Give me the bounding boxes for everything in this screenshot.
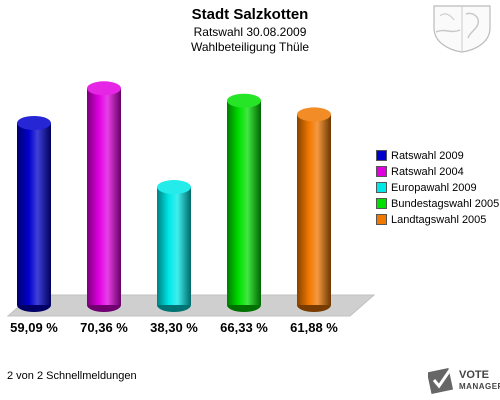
legend-swatch xyxy=(376,166,387,177)
bar-top xyxy=(297,107,331,122)
legend: Ratswahl 2009 Ratswahl 2004 Europawahl 200… xyxy=(376,150,499,230)
bar xyxy=(297,107,331,312)
logo-line-1: VOTE xyxy=(459,369,489,381)
vote-manager-logo-icon xyxy=(428,367,454,395)
legend-label: Bundestagswahl 2005 xyxy=(391,198,500,210)
legend-item: Europawahl 2009 xyxy=(376,182,499,198)
value-label: 59,09 % xyxy=(10,320,58,335)
value-label: 70,36 % xyxy=(80,320,128,335)
bar-body xyxy=(227,100,261,305)
legend-label: Landtagswahl 2005 xyxy=(391,214,487,226)
bar-body xyxy=(157,187,191,305)
logo-line-2: MANAGER xyxy=(459,382,500,391)
bar-top xyxy=(87,81,121,96)
legend-swatch xyxy=(376,214,387,225)
legend-item: Ratswahl 2009 xyxy=(376,150,499,166)
bar-top xyxy=(17,116,51,131)
chart-subtitle-2: Wahlbeteiligung Thüle xyxy=(190,40,310,54)
bar-top xyxy=(157,180,191,195)
bar-body xyxy=(17,123,51,305)
legend-item: Ratswahl 2004 xyxy=(376,166,499,182)
bar xyxy=(17,116,51,312)
bar-body xyxy=(87,88,121,305)
legend-swatch xyxy=(376,182,387,193)
bar xyxy=(227,93,261,312)
chart-title: Stadt Salzkotten xyxy=(191,6,309,23)
bar-top xyxy=(227,93,261,108)
legend-label: Ratswahl 2009 xyxy=(391,150,464,162)
bar xyxy=(87,81,121,312)
footer-text: 2 von 2 Schnellmeldungen xyxy=(7,370,137,382)
chart-subtitle: Ratswahl 30.08.2009 xyxy=(193,25,307,39)
legend-label: Europawahl 2009 xyxy=(391,182,477,194)
legend-swatch xyxy=(376,150,387,161)
bar xyxy=(157,180,191,312)
legend-item: Bundestagswahl 2005 xyxy=(376,198,499,214)
bar-body xyxy=(297,114,331,305)
legend-item: Landtagswahl 2005 xyxy=(376,214,499,230)
legend-label: Ratswahl 2004 xyxy=(391,166,464,178)
value-label: 61,88 % xyxy=(290,320,338,335)
value-label: 66,33 % xyxy=(220,320,268,335)
legend-swatch xyxy=(376,198,387,209)
vote-manager-logo: VOTE MANAGER xyxy=(459,370,500,392)
coat-of-arms-icon xyxy=(433,5,491,53)
value-label: 38,30 % xyxy=(150,320,198,335)
